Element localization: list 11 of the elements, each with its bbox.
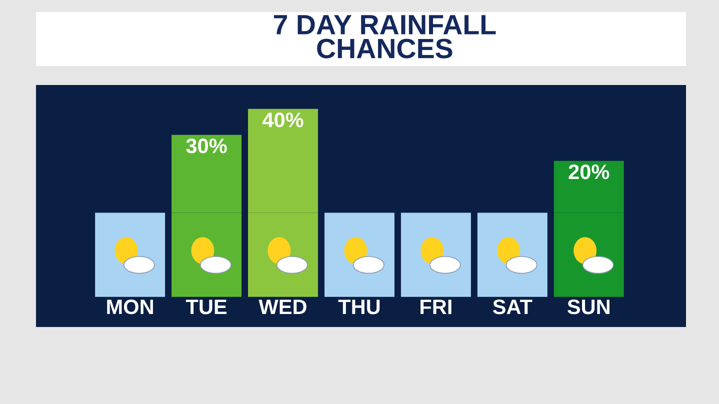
x-tick-label: FRI xyxy=(420,300,452,314)
x-tick-label: TUE xyxy=(186,300,227,314)
x-tick-label: SUN xyxy=(567,300,610,314)
x-tick-label: WED xyxy=(258,300,306,314)
chart-title: 7 DAY RAINFALL CHANCES xyxy=(274,15,496,58)
data-label: 30% xyxy=(186,138,227,154)
data-label: 20% xyxy=(568,164,610,180)
x-tick-label: THU xyxy=(338,300,380,314)
x-tick-label: SAT xyxy=(492,300,532,314)
x-tick-label: MON xyxy=(107,300,153,314)
data-label: 40% xyxy=(262,112,304,128)
